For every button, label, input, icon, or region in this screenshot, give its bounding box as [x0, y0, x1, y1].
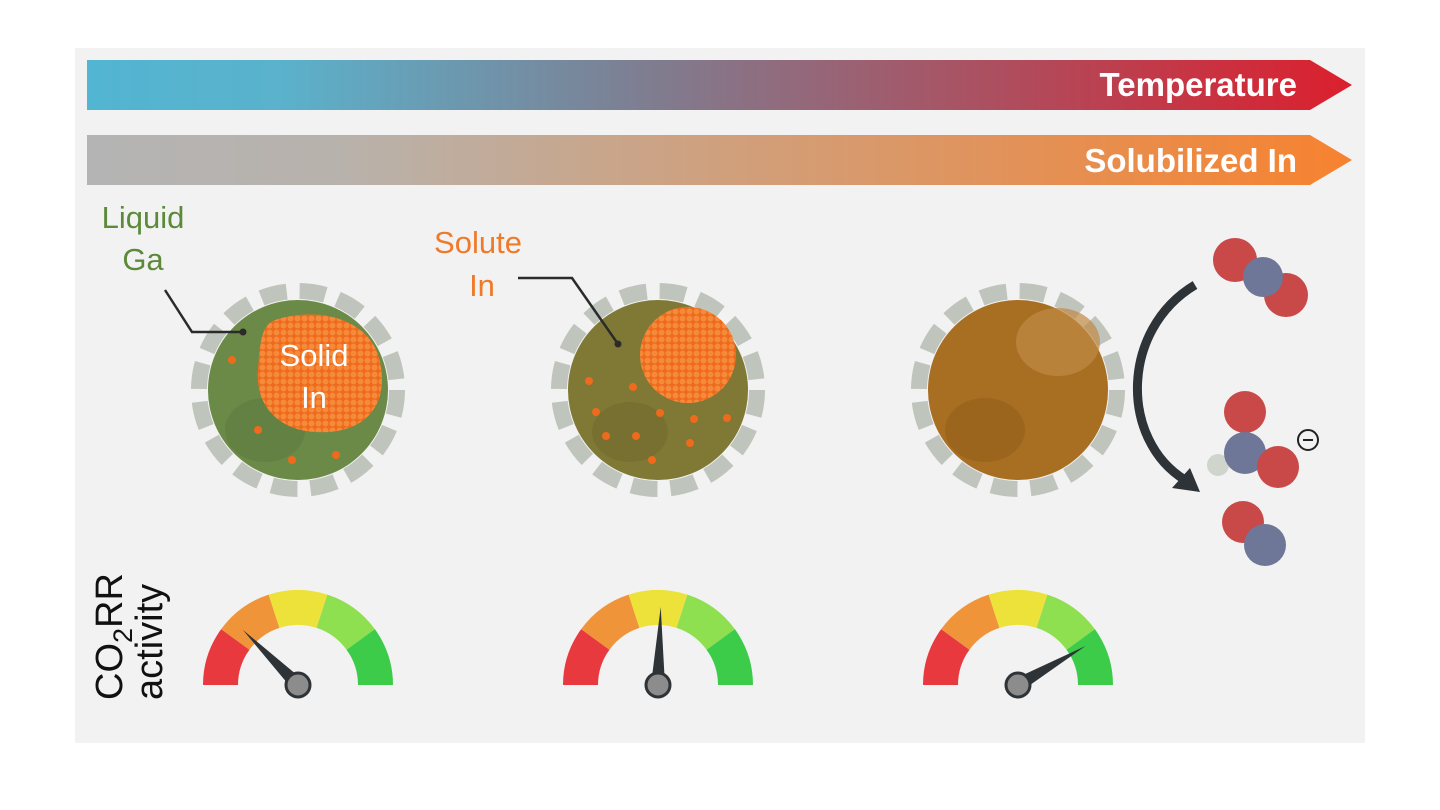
charge-symbol	[1297, 429, 1319, 451]
carbon	[1243, 257, 1283, 297]
gauge-needle	[1014, 646, 1086, 692]
gauge-segment	[1036, 594, 1095, 650]
gauge-segment	[1066, 629, 1113, 685]
in-dot	[656, 409, 664, 417]
in-dot	[690, 415, 698, 423]
shade	[592, 402, 668, 462]
activity-label: activity	[129, 584, 171, 700]
label-part: CO	[89, 643, 131, 700]
particle-1: Solid In	[208, 300, 388, 480]
gauge-segment	[628, 590, 688, 628]
solute-in-label: In	[469, 268, 495, 303]
arrow-head	[1172, 468, 1200, 492]
solute-in-label: Solute	[434, 225, 522, 260]
in-dot	[585, 377, 593, 385]
in-dot	[723, 414, 731, 422]
gauge-segment	[706, 629, 753, 685]
in-dot	[332, 451, 340, 459]
oxide-shell	[551, 283, 765, 497]
shade	[945, 398, 1025, 462]
gauge-needle	[242, 629, 303, 690]
co2-molecule	[1213, 238, 1308, 317]
decorations	[203, 590, 1113, 699]
gauge-needle	[651, 607, 665, 686]
leader-line	[163, 289, 243, 334]
oxygen	[1224, 391, 1266, 433]
liquid-ga-label: Liquid	[102, 200, 185, 235]
hydrogen	[1207, 454, 1229, 476]
solid-in	[257, 314, 382, 433]
gauge-segment	[221, 594, 280, 650]
gauge-segment	[316, 594, 375, 650]
in-dot	[602, 432, 610, 440]
gauge-segment	[988, 590, 1048, 628]
solubilized-label: Solubilized In	[1084, 142, 1297, 179]
leader-dot	[239, 328, 247, 336]
liquid-ga-label: Ga	[122, 242, 164, 277]
carbon	[1224, 432, 1266, 474]
in-dot	[228, 356, 236, 364]
gauge-segment	[268, 590, 328, 628]
particle-2	[568, 300, 748, 480]
in-dot	[648, 456, 656, 464]
oxide-shell	[191, 283, 405, 497]
temperature-label: Temperature	[1100, 66, 1297, 103]
gauge-segment	[941, 594, 1000, 650]
in-dot	[629, 383, 637, 391]
gauge-hub	[644, 671, 672, 699]
leader-dot	[614, 340, 622, 348]
label-part: RR	[89, 573, 131, 628]
oxide-shell	[911, 283, 1125, 497]
in-dot	[254, 426, 262, 434]
gauge-segment	[346, 629, 393, 685]
solid-in-label: In	[301, 380, 327, 415]
temperature-arrow	[87, 60, 1352, 110]
gauge-hub	[284, 671, 312, 699]
gauge-segment	[563, 629, 610, 685]
oxygen	[1257, 446, 1299, 488]
particle-3	[928, 300, 1108, 480]
highlight	[1016, 308, 1100, 376]
carbon	[1244, 524, 1286, 566]
activity-label: CO2RR	[89, 573, 138, 700]
gauge-segment	[581, 594, 640, 650]
label-subscript: 2	[108, 628, 138, 643]
in-dot	[686, 439, 694, 447]
co-molecule	[1222, 501, 1286, 566]
solubilized-arrow	[87, 135, 1352, 185]
solid-in	[640, 307, 736, 403]
formate-molecule	[1207, 391, 1319, 488]
gauge-segment	[923, 629, 970, 685]
gauge-segment	[203, 629, 250, 685]
in-dot	[592, 408, 600, 416]
in-dot	[632, 432, 640, 440]
reaction-arrow	[1132, 281, 1198, 484]
gauge-segment	[676, 594, 735, 650]
in-dot	[288, 456, 296, 464]
solid-in-label: Solid	[280, 338, 349, 373]
leader-line	[518, 276, 620, 345]
gauge-hub	[1004, 671, 1032, 699]
